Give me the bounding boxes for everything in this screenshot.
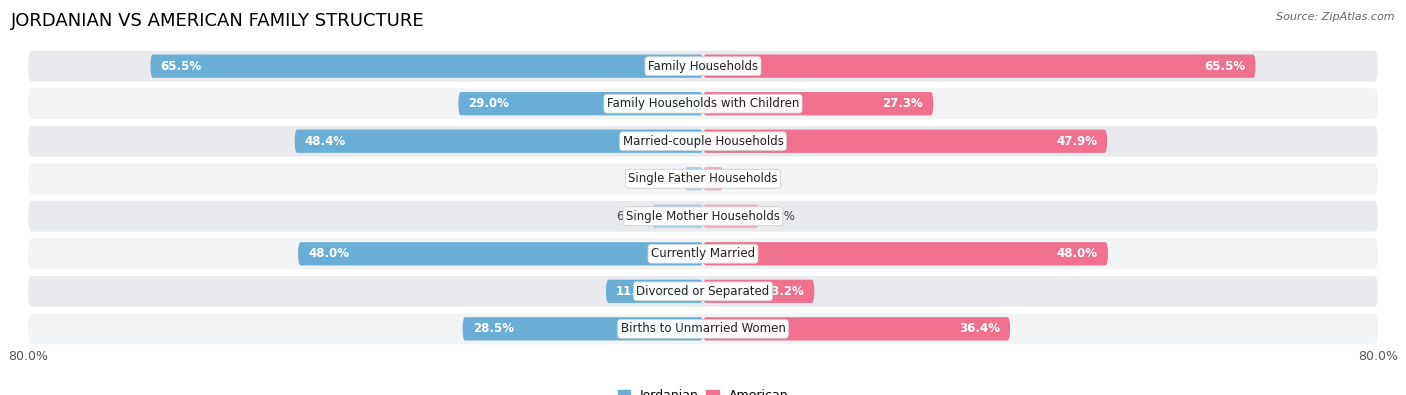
- Text: Single Father Households: Single Father Households: [628, 172, 778, 185]
- FancyBboxPatch shape: [685, 167, 703, 190]
- FancyBboxPatch shape: [606, 280, 703, 303]
- Text: Single Mother Households: Single Mother Households: [626, 210, 780, 223]
- FancyBboxPatch shape: [28, 276, 1378, 307]
- FancyBboxPatch shape: [703, 130, 1107, 153]
- Text: 48.0%: 48.0%: [308, 247, 349, 260]
- FancyBboxPatch shape: [150, 55, 703, 78]
- Text: 48.0%: 48.0%: [1057, 247, 1098, 260]
- FancyBboxPatch shape: [28, 314, 1378, 344]
- Text: 29.0%: 29.0%: [468, 97, 509, 110]
- FancyBboxPatch shape: [28, 239, 1378, 269]
- Text: 36.4%: 36.4%: [959, 322, 1000, 335]
- Text: Currently Married: Currently Married: [651, 247, 755, 260]
- FancyBboxPatch shape: [458, 92, 703, 115]
- FancyBboxPatch shape: [703, 55, 1256, 78]
- Legend: Jordanian, American: Jordanian, American: [613, 384, 793, 395]
- Text: Divorced or Separated: Divorced or Separated: [637, 285, 769, 298]
- Text: 65.5%: 65.5%: [160, 60, 201, 73]
- Text: JORDANIAN VS AMERICAN FAMILY STRUCTURE: JORDANIAN VS AMERICAN FAMILY STRUCTURE: [11, 12, 425, 30]
- FancyBboxPatch shape: [703, 317, 1010, 340]
- Text: Births to Unmarried Women: Births to Unmarried Women: [620, 322, 786, 335]
- Text: 28.5%: 28.5%: [472, 322, 513, 335]
- Text: 48.4%: 48.4%: [305, 135, 346, 148]
- Text: 2.2%: 2.2%: [648, 172, 678, 185]
- FancyBboxPatch shape: [28, 164, 1378, 194]
- Text: Family Households with Children: Family Households with Children: [607, 97, 799, 110]
- FancyBboxPatch shape: [703, 167, 723, 190]
- Text: 11.5%: 11.5%: [616, 285, 657, 298]
- FancyBboxPatch shape: [298, 242, 703, 265]
- FancyBboxPatch shape: [28, 51, 1378, 81]
- Text: 65.5%: 65.5%: [1205, 60, 1246, 73]
- FancyBboxPatch shape: [652, 205, 703, 228]
- Text: 6.6%: 6.6%: [765, 210, 796, 223]
- Text: 6.0%: 6.0%: [616, 210, 645, 223]
- FancyBboxPatch shape: [463, 317, 703, 340]
- Text: 47.9%: 47.9%: [1056, 135, 1097, 148]
- Text: 2.4%: 2.4%: [730, 172, 759, 185]
- FancyBboxPatch shape: [28, 201, 1378, 231]
- FancyBboxPatch shape: [703, 242, 1108, 265]
- Text: 13.2%: 13.2%: [763, 285, 804, 298]
- FancyBboxPatch shape: [28, 126, 1378, 156]
- Text: 27.3%: 27.3%: [883, 97, 924, 110]
- FancyBboxPatch shape: [703, 280, 814, 303]
- Text: Married-couple Households: Married-couple Households: [623, 135, 783, 148]
- FancyBboxPatch shape: [295, 130, 703, 153]
- FancyBboxPatch shape: [703, 205, 759, 228]
- Text: Source: ZipAtlas.com: Source: ZipAtlas.com: [1277, 12, 1395, 22]
- FancyBboxPatch shape: [703, 92, 934, 115]
- Text: Family Households: Family Households: [648, 60, 758, 73]
- FancyBboxPatch shape: [28, 88, 1378, 119]
